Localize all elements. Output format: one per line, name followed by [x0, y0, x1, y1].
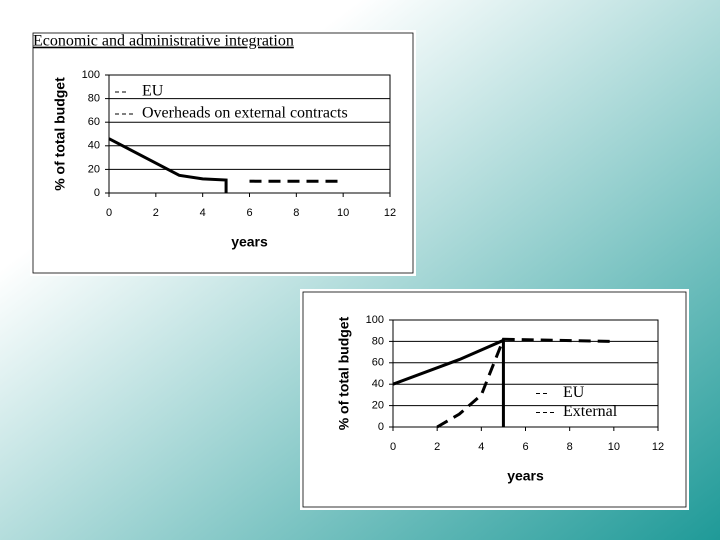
y-tick-label: 20 [88, 163, 100, 175]
x-tick-label: 10 [337, 207, 349, 219]
y-tick-label: 20 [372, 400, 384, 412]
y-tick-label: 80 [88, 93, 100, 105]
x-tick-label: 10 [608, 441, 620, 453]
x-tick-label: 12 [384, 207, 396, 219]
x-tick-label: 8 [293, 207, 299, 219]
y-tick-label: 40 [88, 140, 100, 152]
x-tick-label: 6 [246, 207, 252, 219]
y-tick-label: 80 [372, 335, 384, 347]
x-tick-label: 0 [106, 207, 112, 219]
y-axis-title: % of total budget [52, 77, 68, 191]
chart-title: Economic and administrative integration [33, 33, 294, 50]
series-line [108, 137, 228, 193]
y-tick-label: 40 [372, 378, 384, 390]
legend-label: External [563, 403, 618, 420]
y-tick-label: 0 [94, 187, 100, 199]
chart-inner-border [32, 32, 414, 274]
legend-label: Overheads on external contracts [142, 105, 348, 122]
x-axis-title: years [231, 234, 268, 250]
y-tick-label: 100 [366, 314, 384, 326]
series-line [392, 338, 505, 427]
legend-label: EU [563, 384, 585, 401]
chart-inner-border [302, 291, 687, 508]
plot-area [392, 319, 659, 428]
y-tick-label: 0 [378, 421, 384, 433]
y-tick-label: 60 [372, 357, 384, 369]
x-tick-label: 2 [434, 441, 440, 453]
x-tick-label: 0 [390, 441, 396, 453]
x-tick-label: 6 [522, 441, 528, 453]
x-tick-label: 8 [567, 441, 573, 453]
x-axis-title: years [507, 468, 544, 484]
y-tick-label: 60 [88, 116, 100, 128]
y-tick-label: 100 [82, 69, 100, 81]
x-tick-label: 2 [153, 207, 159, 219]
x-tick-label: 12 [652, 441, 664, 453]
legend-label: EU [142, 83, 164, 100]
y-axis-title: % of total budget [336, 316, 352, 430]
x-tick-label: 4 [478, 441, 484, 453]
x-tick-label: 4 [200, 207, 206, 219]
